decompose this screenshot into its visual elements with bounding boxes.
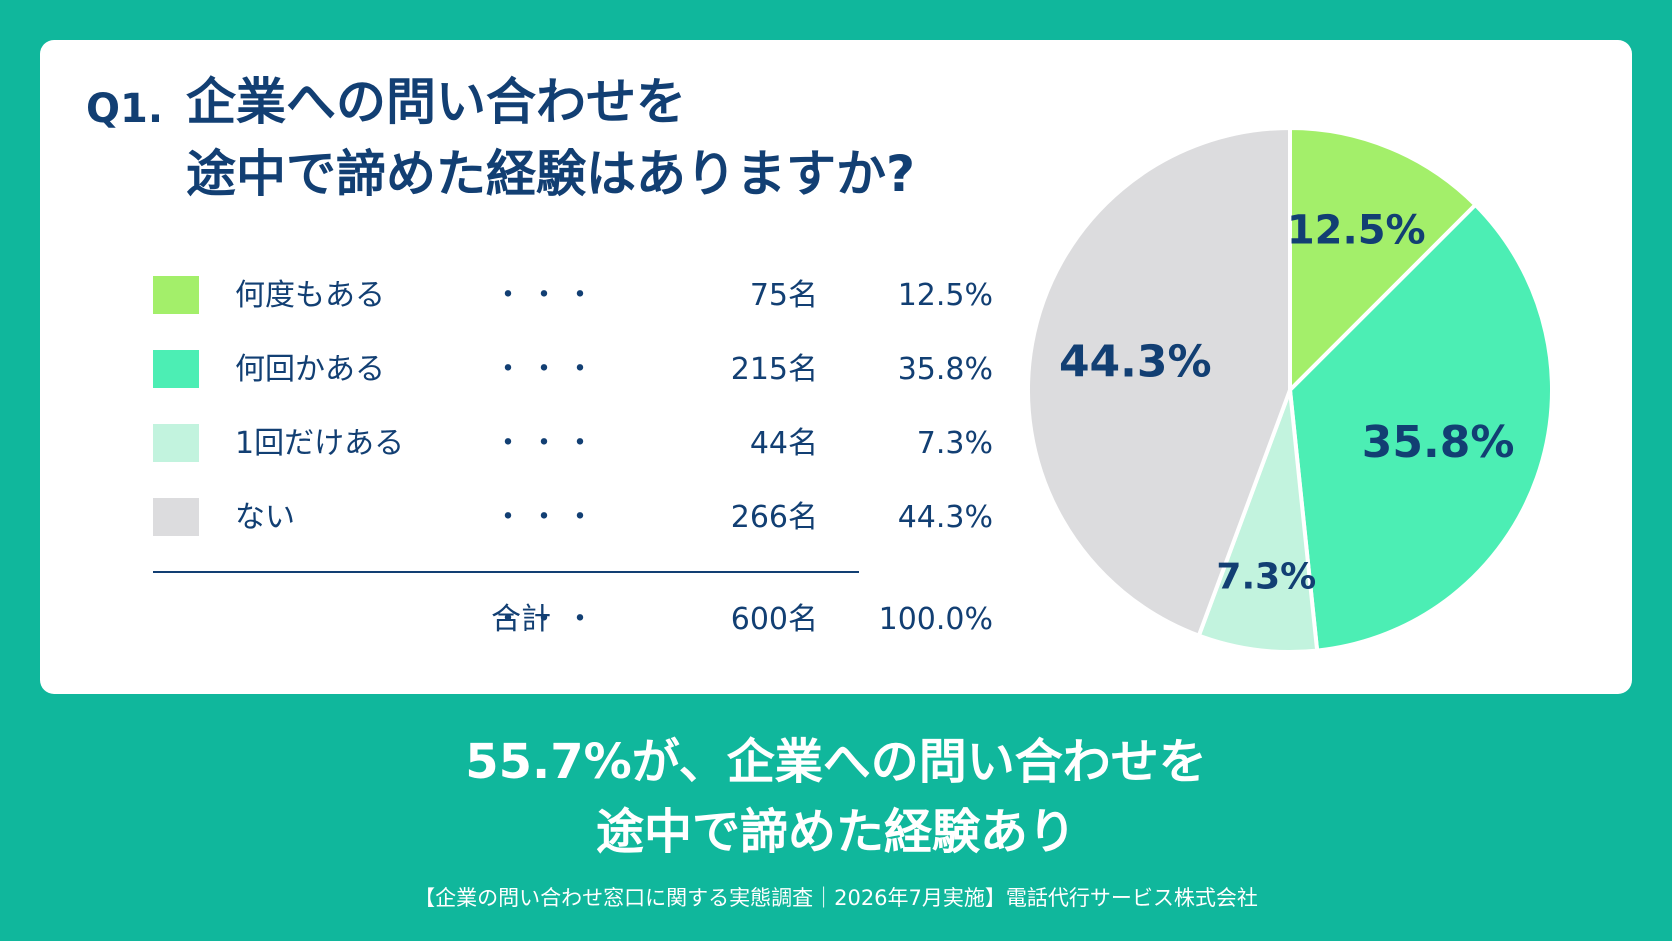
legend-dots: ・・・	[493, 352, 601, 387]
legend-label: 1回だけある	[235, 426, 405, 461]
legend-label: 何回かある	[235, 352, 385, 387]
legend-percent: 44.3%	[897, 500, 993, 535]
pie-slice-label: 12.5%	[1287, 207, 1426, 253]
question-number: Q1.	[86, 86, 164, 132]
pie-slice	[1026, 125, 1292, 639]
legend-row: 何回かある ・・・ 215名 35.8%	[153, 350, 993, 390]
legend-label: ない	[235, 500, 295, 535]
legend-dots: ・・・	[493, 278, 601, 313]
legend-dots: ・・・	[493, 426, 601, 461]
legend-percent: 7.3%	[916, 426, 993, 461]
question-line-2: 途中で諦めた経験はありますか?	[186, 145, 916, 203]
source-footer: 【企業の問い合わせ窓口に関する実態調査｜2026年7月実施】電話代行サービス株式…	[414, 886, 1258, 910]
total-label: 合計	[491, 602, 551, 637]
pie-slice	[1287, 202, 1554, 653]
legend-count: 215名	[730, 352, 818, 387]
legend-dots: ・・・	[493, 602, 601, 637]
legend-count: 44名	[749, 426, 818, 461]
legend-swatch	[153, 498, 199, 536]
legend-swatch	[153, 276, 199, 314]
pie-slice	[1196, 389, 1320, 654]
legend-count: 75名	[749, 278, 818, 313]
total-count: 600名	[730, 602, 818, 637]
legend-row: ない ・・・ 266名 44.3%	[153, 498, 993, 538]
total-percent: 100.0%	[878, 602, 993, 637]
pie-chart: 12.5% 35.8% 7.3% 44.3%	[1026, 125, 1554, 654]
legend-percent: 12.5%	[897, 278, 993, 313]
legend-row: 1回だけある ・・・ 44名 7.3%	[153, 424, 993, 464]
pie-slice-label: 7.3%	[1216, 557, 1316, 598]
legend-label: 何度もある	[235, 278, 385, 313]
headline-line-2: 途中で諦めた経験あり	[595, 804, 1076, 860]
headline-line-1: 55.7%が、企業への問い合わせを	[465, 734, 1207, 790]
legend-swatch	[153, 350, 199, 388]
pie-slice-label: 35.8%	[1362, 417, 1515, 468]
legend-percent: 35.8%	[897, 352, 993, 387]
question-line-1: 企業への問い合わせを	[186, 73, 686, 131]
legend-row: 何度もある ・・・ 75名 12.5%	[153, 276, 993, 316]
legend-divider	[153, 571, 859, 573]
legend-count: 266名	[730, 500, 818, 535]
legend-total-row: 合計 ・・・ 600名 100.0%	[153, 600, 993, 640]
pie-slice	[1288, 125, 1479, 395]
pie-slice-label: 44.3%	[1059, 337, 1212, 388]
legend-swatch	[153, 424, 199, 462]
legend-dots: ・・・	[493, 500, 601, 535]
